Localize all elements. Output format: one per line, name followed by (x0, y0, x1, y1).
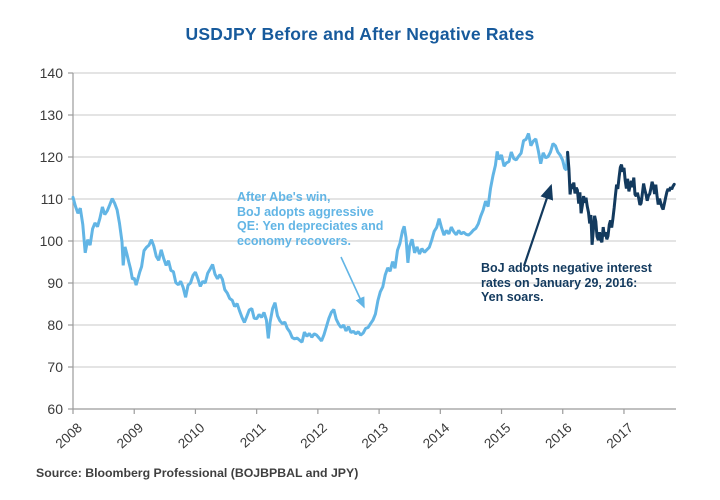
x-tick-label-2013: 2013 (359, 420, 391, 451)
x-tick-label-2017: 2017 (604, 420, 636, 451)
y-tick-label-140: 140 (40, 65, 64, 81)
negative-rates-annotation-arrow (522, 183, 554, 267)
y-tick-label-130: 130 (40, 107, 64, 123)
chart-title: USDJPY Before and After Negative Rates (185, 24, 535, 44)
x-tick-label-2009: 2009 (114, 420, 146, 451)
source-credit: Source: Bloomberg Professional (BOJBPBAL… (36, 466, 359, 480)
x-tick-label-2011: 2011 (237, 420, 269, 451)
y-tick-label-90: 90 (47, 275, 63, 291)
x-tick-label-2012: 2012 (298, 420, 330, 451)
x-tick-label-2015: 2015 (481, 420, 513, 451)
series-before-negative-rates-line (71, 132, 570, 344)
x-tick-label-2010: 2010 (175, 420, 207, 451)
annotation-negative-rates: BoJ adopts negative interest rates on Ja… (481, 261, 652, 305)
x-tick-label-2016: 2016 (542, 420, 574, 451)
x-tick-label-2014: 2014 (420, 420, 453, 452)
y-tick-label-110: 110 (41, 191, 64, 207)
x-tick-label-2008: 2008 (53, 420, 85, 451)
y-tick-label-120: 120 (40, 149, 64, 165)
series-after-negative-rates-line (566, 150, 676, 245)
y-tick-label-100: 100 (40, 233, 64, 249)
y-tick-label-60: 60 (47, 401, 63, 417)
qe-annotation-arrow (340, 256, 365, 309)
annotation-qe: After Abe's win, BoJ adopts aggressive Q… (237, 190, 384, 248)
y-tick-label-80: 80 (47, 317, 63, 333)
y-tick-label-70: 70 (47, 359, 63, 375)
